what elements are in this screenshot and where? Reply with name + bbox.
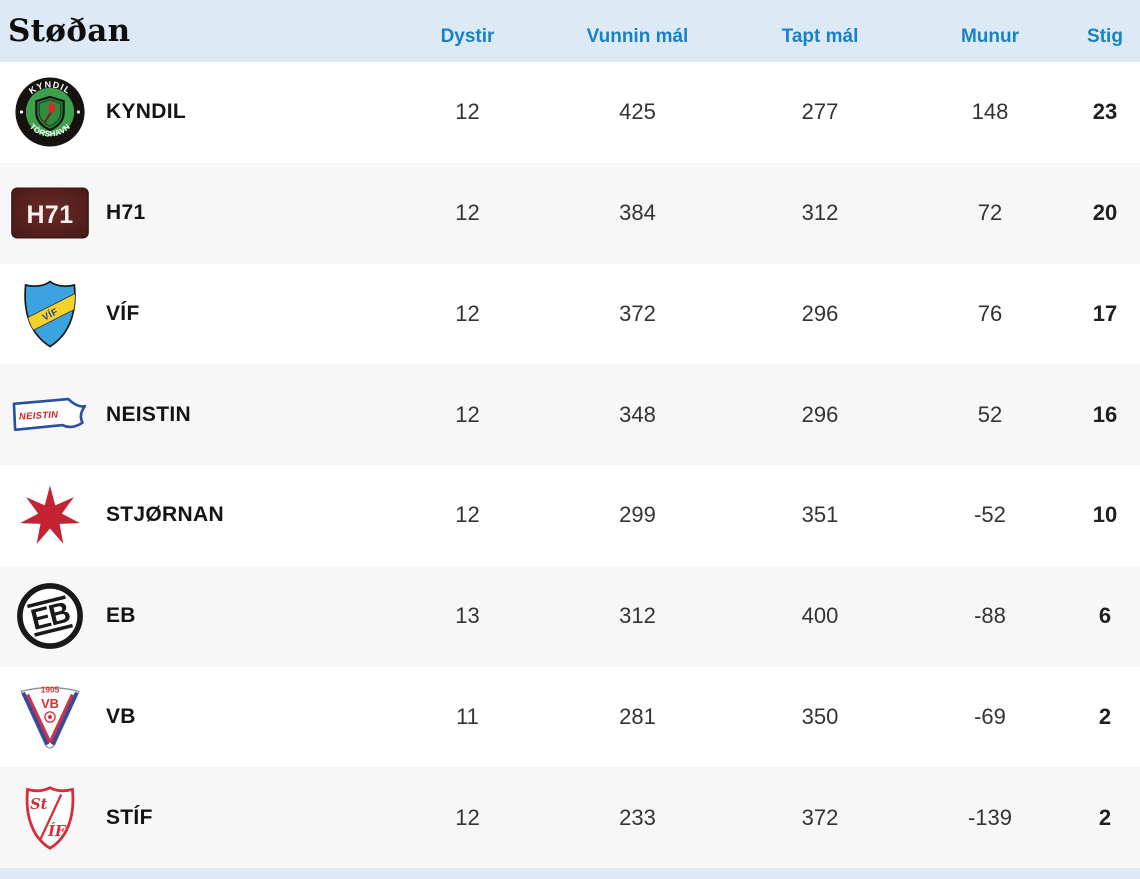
cell-dystir: 13 bbox=[455, 603, 480, 629]
cell-stig: 17 bbox=[1092, 300, 1118, 326]
neistin-crest-icon: NEISTIN bbox=[10, 369, 90, 461]
cell-stig: 10 bbox=[1092, 502, 1118, 528]
svg-text:1905: 1905 bbox=[41, 685, 60, 695]
svg-text:St: St bbox=[30, 796, 48, 813]
cell-dystir: 12 bbox=[455, 502, 480, 528]
cell-tapt-mal: 372 bbox=[801, 804, 839, 830]
cell-munur: 76 bbox=[977, 300, 1003, 326]
team-name: NEISTIN bbox=[106, 402, 191, 426]
cell-tapt-mal: 296 bbox=[801, 401, 839, 427]
team-name: STÍF bbox=[106, 805, 153, 829]
column-header-munur: Munur bbox=[960, 26, 1020, 47]
column-header-stig: Stig bbox=[1087, 26, 1123, 47]
table-row-vb[interactable]: 1905 VB VB 11 281 350 -69 2 bbox=[0, 666, 1140, 768]
cell-munur: 148 bbox=[971, 99, 1009, 125]
team-cell[interactable]: St ÍF STÍF bbox=[0, 767, 390, 868]
cell-dystir: 12 bbox=[455, 300, 480, 326]
cell-stig: 23 bbox=[1092, 99, 1118, 125]
cell-tapt-mal: 400 bbox=[801, 603, 839, 629]
cell-vunnin-mal: 312 bbox=[619, 603, 656, 629]
column-header-dystir: Dystir bbox=[440, 26, 495, 47]
column-header-vunnin-mal: Vunnin mál bbox=[586, 26, 689, 47]
cell-munur: 72 bbox=[977, 200, 1003, 226]
cell-dystir: 12 bbox=[455, 401, 480, 427]
table-row-eb[interactable]: EB EB 13 312 400 -88 6 bbox=[0, 565, 1140, 667]
table-row-h71[interactable]: H71 H71 12 384 312 72 20 bbox=[0, 162, 1140, 264]
cell-munur: 52 bbox=[977, 401, 1003, 427]
cell-tapt-mal: 350 bbox=[801, 703, 839, 729]
svg-text:ÍF: ÍF bbox=[47, 822, 67, 840]
eb-crest-icon: EB bbox=[10, 570, 90, 662]
cell-stig: 2 bbox=[1098, 804, 1112, 830]
stjornan-crest-icon bbox=[10, 469, 90, 561]
svg-text:H71: H71 bbox=[27, 201, 74, 229]
cell-vunnin-mal: 384 bbox=[619, 200, 656, 226]
standings-header: Støðan Dystir Vunnin mál Tapt mál Munur … bbox=[0, 0, 1140, 62]
stif-crest-icon: St ÍF bbox=[10, 772, 90, 864]
column-header-tapt-mal: Tapt mál bbox=[781, 26, 859, 47]
team-cell[interactable]: KYNDIL TÓRSHAVN KYNDIL bbox=[0, 62, 390, 163]
team-cell[interactable]: NEISTIN NEISTIN bbox=[0, 364, 390, 465]
vif-crest-icon: VÍF bbox=[10, 268, 90, 360]
team-name: H71 bbox=[106, 201, 146, 225]
table-row-stif[interactable]: St ÍF STÍF 12 233 372 -139 2 bbox=[0, 767, 1140, 868]
team-name: KYNDIL bbox=[106, 100, 186, 124]
table-row-kyndil[interactable]: KYNDIL TÓRSHAVN KYNDIL 12 425 277 148 23 bbox=[0, 62, 1140, 163]
cell-dystir: 12 bbox=[455, 200, 480, 226]
table-row-stjornan[interactable]: STJØRNAN 12 299 351 -52 10 bbox=[0, 465, 1140, 566]
team-cell[interactable]: H71 H71 bbox=[0, 163, 390, 264]
svg-text:NEISTIN: NEISTIN bbox=[19, 409, 59, 422]
team-cell[interactable]: VÍF VÍF bbox=[0, 264, 390, 365]
cell-dystir: 12 bbox=[455, 804, 480, 830]
standings-rows: KYNDIL TÓRSHAVN KYNDIL 12 425 277 148 23 bbox=[0, 62, 1140, 868]
cell-tapt-mal: 277 bbox=[801, 99, 839, 125]
team-name: EB bbox=[106, 604, 136, 628]
cell-vunnin-mal: 372 bbox=[619, 300, 656, 326]
cell-vunnin-mal: 425 bbox=[619, 99, 656, 125]
cell-tapt-mal: 296 bbox=[801, 300, 839, 326]
cell-vunnin-mal: 299 bbox=[619, 502, 656, 528]
cell-vunnin-mal: 348 bbox=[619, 401, 656, 427]
team-name: VÍF bbox=[106, 301, 140, 325]
cell-stig: 2 bbox=[1098, 703, 1112, 729]
cell-munur: -139 bbox=[967, 804, 1013, 830]
cell-dystir: 12 bbox=[455, 99, 480, 125]
team-name: VB bbox=[106, 704, 136, 728]
h71-crest-icon: H71 bbox=[10, 167, 90, 259]
vb-crest-icon: 1905 VB bbox=[10, 671, 90, 763]
kyndil-crest-icon: KYNDIL TÓRSHAVN bbox=[10, 66, 90, 158]
cell-stig: 16 bbox=[1092, 401, 1118, 427]
cell-munur: -52 bbox=[974, 502, 1006, 528]
cell-tapt-mal: 351 bbox=[801, 502, 839, 528]
table-row-vif[interactable]: VÍF VÍF 12 372 296 76 17 bbox=[0, 263, 1140, 365]
cell-munur: -88 bbox=[974, 603, 1006, 629]
table-row-neistin[interactable]: NEISTIN NEISTIN 12 348 296 52 16 bbox=[0, 364, 1140, 465]
cell-stig: 20 bbox=[1092, 200, 1118, 226]
cell-vunnin-mal: 233 bbox=[619, 804, 656, 830]
cell-dystir: 11 bbox=[456, 703, 479, 729]
cell-stig: 6 bbox=[1098, 603, 1112, 629]
team-cell[interactable]: 1905 VB VB bbox=[0, 667, 390, 768]
svg-text:VB: VB bbox=[41, 696, 59, 711]
cell-tapt-mal: 312 bbox=[801, 200, 839, 226]
team-cell[interactable]: STJØRNAN bbox=[0, 465, 390, 566]
page-title: Støðan bbox=[8, 13, 131, 49]
team-name: STJØRNAN bbox=[106, 503, 224, 527]
cell-vunnin-mal: 281 bbox=[619, 703, 656, 729]
svg-text:KYNDIL: KYNDIL bbox=[27, 80, 73, 97]
team-cell[interactable]: EB EB bbox=[0, 566, 390, 667]
cell-munur: -69 bbox=[974, 703, 1006, 729]
